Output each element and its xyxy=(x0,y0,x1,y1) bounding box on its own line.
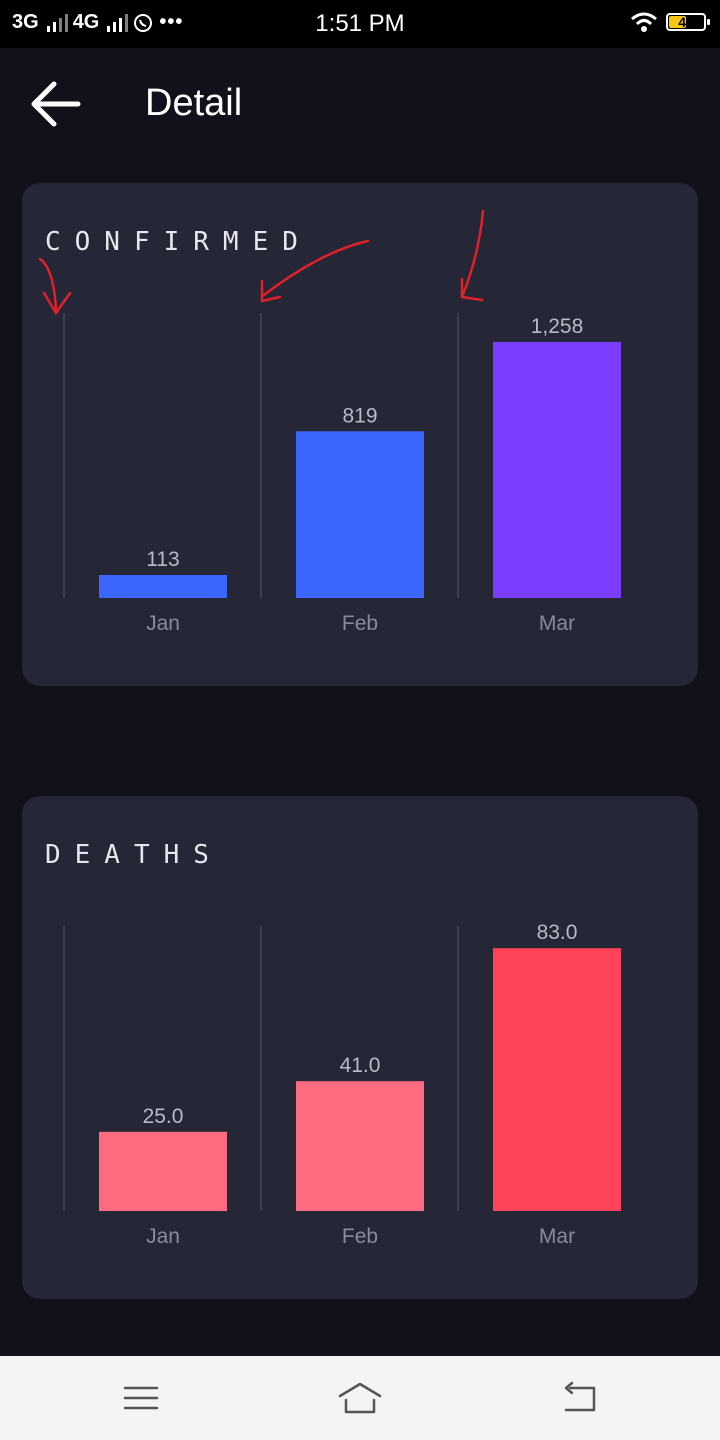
confirmed-value-label: 1,258 xyxy=(531,315,584,338)
status-right: 47 xyxy=(630,11,710,33)
confirmed-bar-feb[interactable] xyxy=(296,431,424,598)
page-title: Detail xyxy=(145,82,243,124)
confirmed-bar-jan[interactable] xyxy=(99,574,227,598)
deaths-title: DEATHS xyxy=(45,840,223,870)
deaths-card: DEATHS 25.0 Jan 41.0 Feb 83.0 Mar xyxy=(22,796,698,1299)
home-button[interactable] xyxy=(338,1378,382,1418)
whatsapp-icon xyxy=(134,13,153,32)
deaths-value-label: 41.0 xyxy=(340,1054,381,1077)
confirmed-card: CONFIRMED 113 Jan 819 Feb 1,258 Mar xyxy=(22,183,698,686)
confirmed-category-label: Feb xyxy=(342,612,378,635)
confirmed-value-label: 113 xyxy=(146,548,179,571)
navigation-bar xyxy=(0,1356,720,1440)
signal-icon xyxy=(105,12,129,34)
back-button[interactable] xyxy=(28,78,84,130)
app-header: Detail xyxy=(0,48,720,160)
deaths-value-label: 83.0 xyxy=(537,921,578,944)
status-bar: 3G 4G ••• 1:51 PM 47 xyxy=(0,0,720,48)
battery-level: 47 xyxy=(678,14,694,30)
menu-icon xyxy=(123,1386,159,1410)
home-icon xyxy=(338,1382,382,1414)
deaths-bar-feb[interactable] xyxy=(296,1081,424,1211)
deaths-bar-mar[interactable] xyxy=(493,948,621,1211)
arrow-left-icon xyxy=(31,81,81,127)
deaths-category-label: Jan xyxy=(146,1225,180,1248)
wifi-icon xyxy=(631,12,657,32)
status-time: 1:51 PM xyxy=(315,10,405,37)
deaths-chart: 25.0 Jan 41.0 Feb 83.0 Mar xyxy=(63,921,621,1248)
annotation-arrows xyxy=(38,209,485,316)
confirmed-title: CONFIRMED xyxy=(45,227,312,257)
deaths-category-label: Feb xyxy=(342,1225,378,1248)
network-3g-label: 3G xyxy=(12,11,39,33)
battery-icon: 47 xyxy=(666,13,710,31)
confirmed-value-label: 819 xyxy=(342,404,377,427)
status-left: 3G 4G ••• xyxy=(12,11,183,34)
confirmed-bar-mar[interactable] xyxy=(493,341,621,598)
signal-icon xyxy=(45,12,68,34)
more-dots-icon: ••• xyxy=(159,11,184,33)
deaths-value-label: 25.0 xyxy=(143,1105,184,1128)
back-icon xyxy=(564,1381,596,1412)
confirmed-chart: 113 Jan 819 Feb 1,258 Mar xyxy=(38,209,621,635)
network-4g-label: 4G xyxy=(72,11,100,33)
deaths-bar-jan[interactable] xyxy=(99,1131,227,1211)
deaths-category-label: Mar xyxy=(539,1225,575,1248)
confirmed-category-label: Jan xyxy=(146,612,180,635)
confirmed-category-label: Mar xyxy=(539,612,575,635)
back-nav-button[interactable] xyxy=(558,1378,602,1418)
menu-button[interactable] xyxy=(119,1378,163,1418)
